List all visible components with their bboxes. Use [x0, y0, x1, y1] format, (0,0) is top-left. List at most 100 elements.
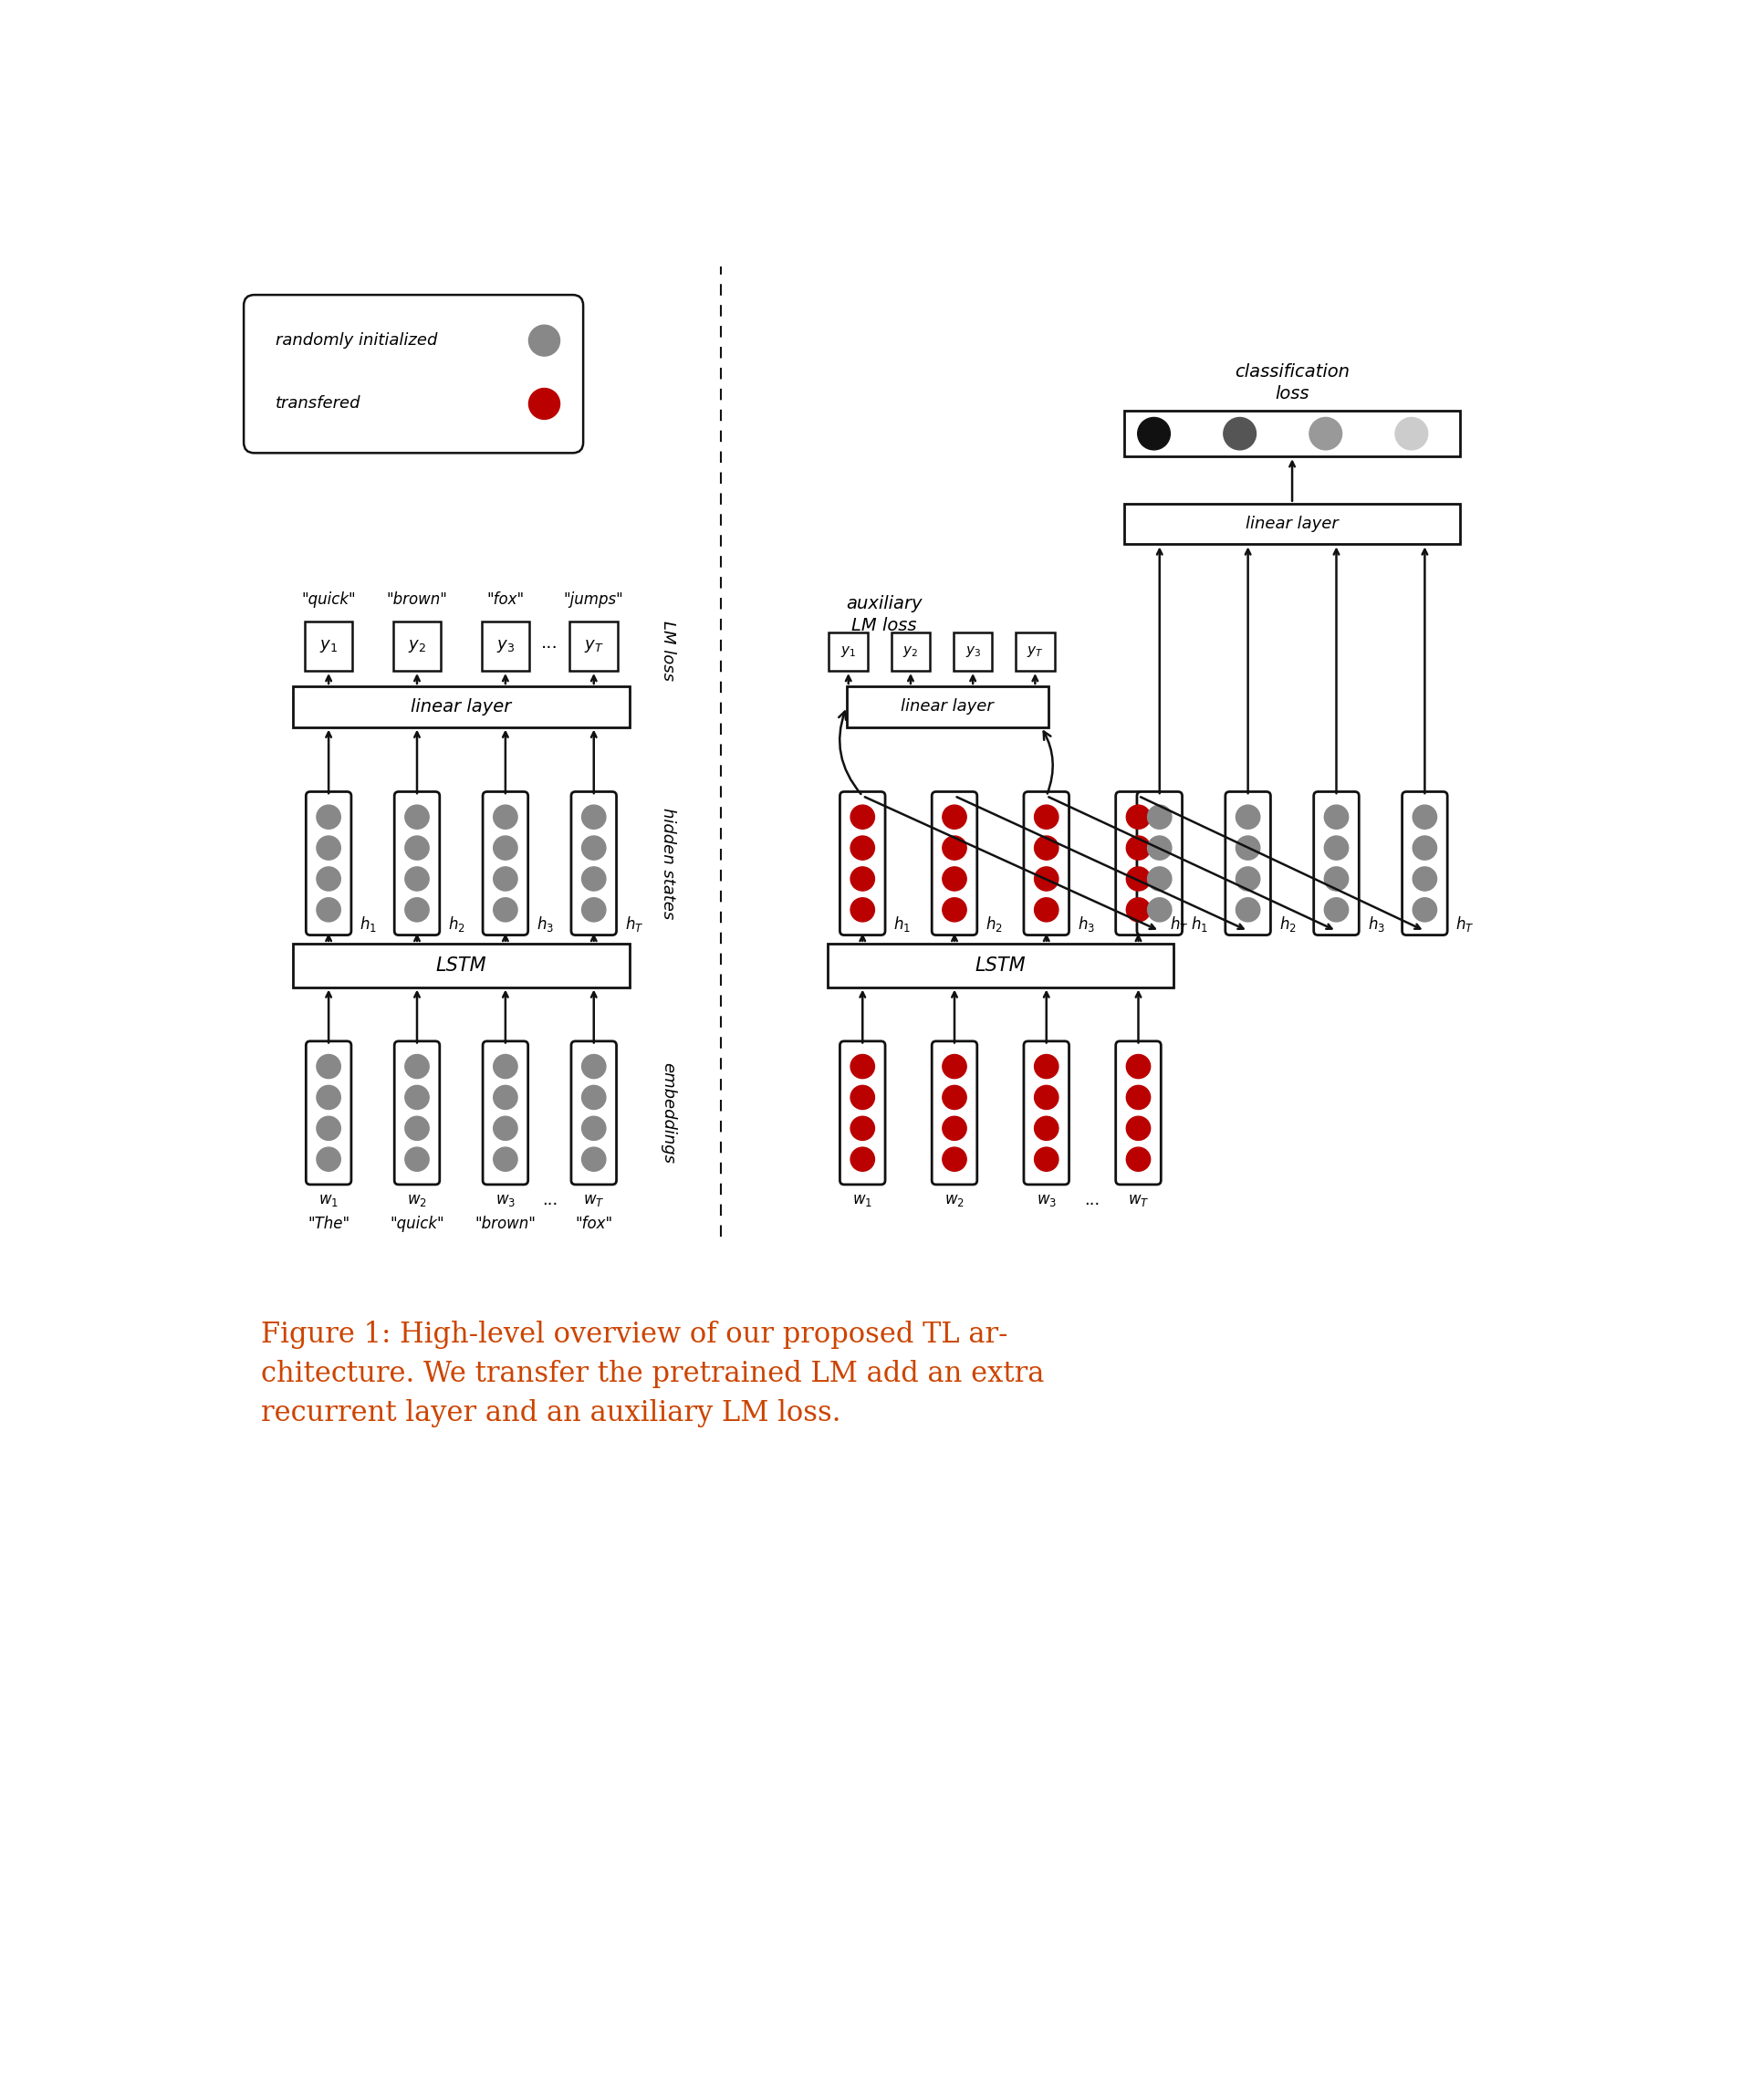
Circle shape	[943, 1147, 967, 1172]
Circle shape	[943, 1054, 967, 1079]
FancyBboxPatch shape	[846, 687, 1048, 727]
FancyBboxPatch shape	[839, 792, 885, 934]
FancyBboxPatch shape	[1016, 632, 1055, 670]
Circle shape	[405, 867, 429, 890]
Text: linear layer: linear layer	[901, 699, 993, 714]
Circle shape	[943, 836, 967, 859]
Circle shape	[943, 899, 967, 922]
Text: ...: ...	[1084, 1193, 1100, 1207]
FancyBboxPatch shape	[293, 943, 629, 987]
FancyBboxPatch shape	[394, 1042, 440, 1184]
Circle shape	[317, 1086, 340, 1109]
Circle shape	[1412, 899, 1437, 922]
FancyBboxPatch shape	[293, 687, 629, 727]
Text: $y_1$: $y_1$	[841, 645, 857, 659]
FancyBboxPatch shape	[829, 632, 867, 670]
Text: ...: ...	[541, 634, 559, 651]
Circle shape	[1034, 1086, 1058, 1109]
Circle shape	[1412, 867, 1437, 890]
Circle shape	[1034, 1117, 1058, 1140]
FancyBboxPatch shape	[953, 632, 992, 670]
Text: "fox": "fox"	[487, 592, 524, 607]
Circle shape	[850, 804, 874, 829]
FancyBboxPatch shape	[1137, 792, 1183, 934]
FancyBboxPatch shape	[571, 792, 617, 934]
FancyBboxPatch shape	[482, 622, 529, 670]
Circle shape	[582, 836, 606, 859]
Circle shape	[1309, 418, 1342, 449]
FancyBboxPatch shape	[1116, 1042, 1162, 1184]
Text: $h_2$: $h_2$	[449, 913, 466, 932]
Text: $y_3$: $y_3$	[496, 638, 515, 655]
Text: $h_3$: $h_3$	[536, 913, 554, 932]
Circle shape	[1127, 1117, 1151, 1140]
Circle shape	[1235, 804, 1260, 829]
Circle shape	[582, 1054, 606, 1079]
Text: $w_1$: $w_1$	[319, 1193, 338, 1207]
FancyBboxPatch shape	[484, 792, 527, 934]
Circle shape	[317, 867, 340, 890]
Circle shape	[494, 899, 517, 922]
Text: transfered: transfered	[275, 395, 361, 412]
Circle shape	[1235, 899, 1260, 922]
Text: $w_1$: $w_1$	[853, 1193, 872, 1207]
FancyBboxPatch shape	[932, 792, 978, 934]
Circle shape	[943, 1086, 967, 1109]
FancyBboxPatch shape	[892, 632, 930, 670]
Circle shape	[529, 388, 561, 420]
Text: $y_3$: $y_3$	[965, 645, 981, 659]
FancyBboxPatch shape	[571, 1042, 617, 1184]
Text: $h_T$: $h_T$	[1456, 913, 1475, 932]
Text: "fox": "fox"	[575, 1216, 613, 1233]
Text: auxiliary
LM loss: auxiliary LM loss	[846, 594, 922, 634]
Text: ...: ...	[541, 1193, 557, 1207]
Circle shape	[405, 1147, 429, 1172]
Text: $h_T$: $h_T$	[1170, 913, 1188, 932]
Circle shape	[1127, 836, 1151, 859]
Text: randomly initialized: randomly initialized	[275, 332, 438, 349]
Text: "jumps": "jumps"	[564, 592, 624, 607]
FancyBboxPatch shape	[1125, 412, 1459, 456]
FancyBboxPatch shape	[932, 1042, 978, 1184]
Circle shape	[1148, 899, 1172, 922]
Text: "The": "The"	[308, 1216, 350, 1233]
Text: "quick": "quick"	[389, 1216, 445, 1233]
Text: linear layer: linear layer	[412, 697, 512, 716]
Text: $h_1$: $h_1$	[359, 913, 377, 932]
Circle shape	[405, 1086, 429, 1109]
FancyBboxPatch shape	[1402, 792, 1447, 934]
Circle shape	[1235, 867, 1260, 890]
Text: $h_3$: $h_3$	[1077, 913, 1095, 932]
Circle shape	[1395, 418, 1428, 449]
Circle shape	[1148, 836, 1172, 859]
Circle shape	[1325, 899, 1349, 922]
FancyBboxPatch shape	[305, 622, 352, 670]
Text: $h_T$: $h_T$	[625, 913, 643, 932]
Circle shape	[494, 1054, 517, 1079]
Text: $h_2$: $h_2$	[1279, 913, 1296, 932]
Circle shape	[943, 804, 967, 829]
Circle shape	[317, 1147, 340, 1172]
Text: $h_2$: $h_2$	[986, 913, 1002, 932]
Text: $w_3$: $w_3$	[1037, 1193, 1056, 1207]
FancyBboxPatch shape	[1116, 792, 1162, 934]
Circle shape	[850, 1054, 874, 1079]
Circle shape	[405, 899, 429, 922]
Text: $y_2$: $y_2$	[408, 638, 426, 655]
Text: "brown": "brown"	[387, 592, 447, 607]
Circle shape	[405, 1054, 429, 1079]
Circle shape	[582, 1147, 606, 1172]
Circle shape	[1325, 804, 1349, 829]
Text: linear layer: linear layer	[1246, 517, 1339, 531]
Text: $w_T$: $w_T$	[1128, 1193, 1149, 1207]
Circle shape	[850, 1117, 874, 1140]
Circle shape	[405, 804, 429, 829]
Circle shape	[1223, 418, 1256, 449]
Circle shape	[943, 867, 967, 890]
FancyBboxPatch shape	[1314, 792, 1360, 934]
Circle shape	[494, 804, 517, 829]
Circle shape	[405, 836, 429, 859]
Circle shape	[1034, 867, 1058, 890]
Text: $h_1$: $h_1$	[1191, 913, 1207, 932]
Circle shape	[1137, 418, 1170, 449]
